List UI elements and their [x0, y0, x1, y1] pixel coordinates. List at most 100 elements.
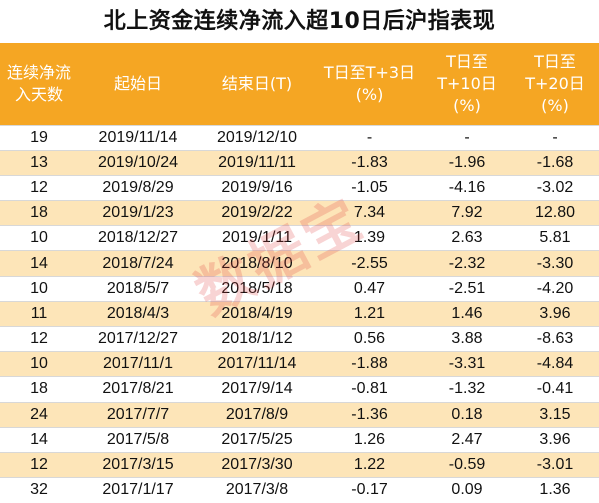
cell-t-to-t10: 7.92 [423, 200, 511, 226]
cell-t-to-t20: 3.96 [511, 300, 599, 327]
cell-end-date: 2017/5/25 [198, 426, 316, 453]
cell-t-to-t10: -3.31 [423, 351, 511, 377]
cell-start-date: 2017/12/27 [78, 325, 198, 352]
cell-end-date: 2018/1/12 [198, 325, 316, 352]
cell-consecutive-days: 13 [0, 149, 78, 176]
cell-consecutive-days: 14 [0, 426, 78, 453]
cell-start-date: 2017/3/15 [78, 451, 198, 478]
cell-t-to-t10: -0.59 [423, 451, 511, 478]
table-row: 10 2018/12/27 2019/1/11 1.39 2.63 5.81 [0, 225, 599, 251]
cell-t-to-t3: 1.39 [316, 225, 423, 251]
cell-end-date: 2019/12/10 [198, 124, 316, 151]
cell-start-date: 2017/5/8 [78, 426, 198, 453]
cell-consecutive-days: 10 [0, 275, 78, 302]
cell-consecutive-days: 19 [0, 124, 78, 151]
cell-start-date: 2018/7/24 [78, 250, 198, 277]
cell-t-to-t20: -3.30 [511, 250, 599, 277]
table-row: 10 2017/11/1 2017/11/14 -1.88 -3.31 -4.84 [0, 351, 599, 377]
cell-t-to-t20: -8.63 [511, 325, 599, 352]
table-header: 连续净流 入天数 起始日 结束日(T) T日至T+3日 (%) T日至 T+10… [0, 43, 599, 125]
cell-t-to-t20: - [511, 124, 599, 151]
cell-t-to-t20: -1.68 [511, 149, 599, 176]
cell-consecutive-days: 32 [0, 477, 78, 503]
cell-t-to-t10: 1.46 [423, 300, 511, 327]
cell-t-to-t10: 2.63 [423, 225, 511, 251]
cell-t-to-t3: -1.83 [316, 149, 423, 176]
cell-end-date: 2017/9/14 [198, 376, 316, 403]
table-row: 19 2019/11/14 2019/12/10- - - [0, 124, 599, 151]
cell-t-to-t3: -1.88 [316, 351, 423, 377]
table-row: 18 2019/1/23 2019/2/22 7.34 7.92 12.80 [0, 200, 599, 226]
cell-start-date: 2017/8/21 [78, 376, 198, 403]
header-start-date: 起始日 [113, 73, 162, 93]
cell-start-date: 2017/1/17 [78, 477, 198, 503]
cell-end-date: 2018/8/10 [198, 250, 316, 277]
cell-t-to-t10: -2.51 [423, 275, 511, 302]
cell-t-to-t10: -1.96 [423, 149, 511, 176]
cell-t-to-t3: -2.55 [316, 250, 423, 277]
table-row: 13 2019/10/24 2019/11/11 -1.83 -1.96 -1.68 [0, 149, 599, 176]
cell-t-to-t20: -4.84 [511, 351, 599, 377]
cell-t-to-t3: 1.22 [316, 451, 423, 478]
cell-t-to-t3: 0.56 [316, 325, 423, 352]
cell-consecutive-days: 10 [0, 225, 78, 251]
cell-consecutive-days: 18 [0, 376, 78, 403]
table-title: 北上资金连续净流入超10日后沪指表现 [103, 9, 496, 34]
header-t-to-t10: T日至 T+10日 (%) [437, 51, 497, 115]
cell-start-date: 2018/12/27 [78, 225, 198, 251]
cell-start-date: 2019/1/23 [78, 200, 198, 226]
cell-consecutive-days: 12 [0, 451, 78, 478]
cell-t-to-t10: 0.09 [423, 477, 511, 503]
cell-start-date: 2018/5/7 [78, 275, 198, 302]
cell-t-to-t10: - [423, 124, 511, 151]
cell-end-date: 2017/11/14 [198, 351, 316, 377]
cell-t-to-t20: 3.15 [511, 401, 599, 428]
cell-t-to-t3: 0.47 [316, 275, 423, 302]
cell-t-to-t3: -0.17 [316, 477, 423, 503]
cell-t-to-t3: 7.34 [316, 200, 423, 226]
cell-start-date: 2017/7/7 [78, 401, 198, 428]
table-row: 12 2019/8/29 2019/9/16 -1.05 -4.16 -3.02 [0, 174, 599, 201]
cell-t-to-t20: -3.01 [511, 451, 599, 478]
cell-consecutive-days: 18 [0, 200, 78, 226]
data-table: 连续净流 入天数 起始日 结束日(T) T日至T+3日 (%) T日至 T+10… [0, 43, 599, 503]
cell-end-date: 2019/1/11 [198, 225, 316, 251]
cell-consecutive-days: 11 [0, 300, 78, 327]
cell-consecutive-days: 12 [0, 325, 78, 352]
cell-t-to-t3: -1.36 [316, 401, 423, 428]
cell-t-to-t20: -4.20 [511, 275, 599, 302]
cell-t-to-t20: -3.02 [511, 174, 599, 201]
cell-start-date: 2018/4/3 [78, 300, 198, 327]
table-row: 12 2017/3/15 2017/3/30 1.22 -0.59 -3.01 [0, 451, 599, 478]
cell-t-to-t10: -1.32 [423, 376, 511, 403]
cell-end-date: 2017/3/8 [198, 477, 316, 503]
cell-consecutive-days: 14 [0, 250, 78, 277]
cell-end-date: 2018/5/18 [198, 275, 316, 302]
table-row: 18 2017/8/21 2017/9/14 -0.81 -1.32 -0.41 [0, 376, 599, 403]
cell-end-date: 2018/4/19 [198, 300, 316, 327]
cell-t-to-t20: 1.36 [511, 477, 599, 503]
cell-consecutive-days: 10 [0, 351, 78, 377]
cell-end-date: 2019/11/11 [198, 149, 316, 176]
table-row: 11 2018/4/3 2018/4/19 1.21 1.46 3.96 [0, 300, 599, 327]
cell-t-to-t3: 1.26 [316, 426, 423, 453]
table-row: 12 2017/12/27 2018/1/12 0.56 3.88 -8.63 [0, 325, 599, 352]
table-body: 19 2019/11/14 2019/12/10- - -13 2019/10/24 201… [0, 124, 599, 503]
table-row: 14 2017/5/8 2017/5/25 1.26 2.47 3.96 [0, 426, 599, 453]
cell-end-date: 2019/2/22 [198, 200, 316, 226]
cell-t-to-t10: 2.47 [423, 426, 511, 453]
table-row: 24 2017/7/7 2017/8/9 -1.36 0.18 3.15 [0, 401, 599, 428]
header-row: 连续净流 入天数 起始日 结束日(T) T日至T+3日 (%) T日至 T+10… [0, 43, 599, 125]
cell-t-to-t3: -0.81 [316, 376, 423, 403]
table-row: 32 2017/1/17 2017/3/8 -0.17 0.09 1.36 [0, 477, 599, 503]
table-row: 10 2018/5/7 2018/5/18 0.47 -2.51 -4.20 [0, 275, 599, 302]
cell-t-to-t10: 0.18 [423, 401, 511, 428]
cell-start-date: 2019/10/24 [78, 149, 198, 176]
header-end-date: 结束日(T) [221, 73, 293, 93]
cell-start-date: 2017/11/1 [78, 351, 198, 377]
header-t-to-t3: T日至T+3日 (%) [323, 62, 416, 104]
cell-t-to-t3: -1.05 [316, 174, 423, 201]
cell-start-date: 2019/8/29 [78, 174, 198, 201]
header-consecutive-days: 连续净流 入天数 [6, 62, 71, 104]
cell-t-to-t10: -2.32 [423, 250, 511, 277]
